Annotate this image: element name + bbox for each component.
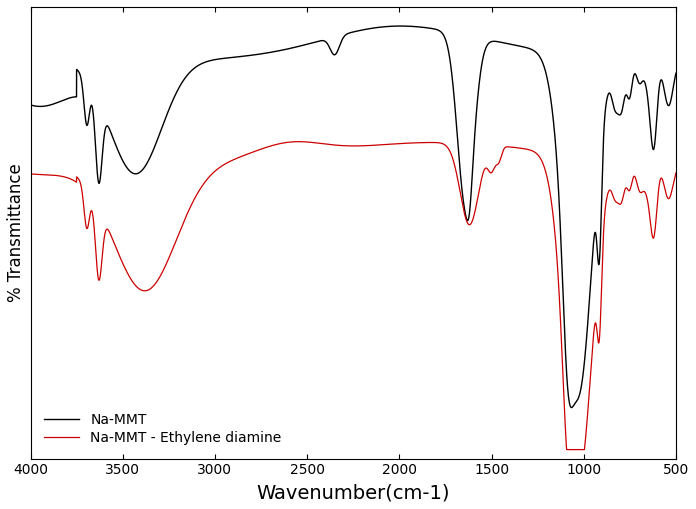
Na-MMT bbox=[196, 62, 204, 68]
Na-MMT bbox=[283, 46, 291, 52]
Na-MMT - Ethylene diamine bbox=[196, 187, 204, 193]
Na-MMT - Ethylene diamine bbox=[339, 143, 347, 149]
Na-MMT bbox=[396, 23, 404, 29]
Na-MMT bbox=[60, 97, 68, 103]
Na-MMT - Ethylene diamine bbox=[562, 446, 571, 453]
Na-MMT - Ethylene diamine bbox=[60, 174, 68, 180]
Na-MMT - Ethylene diamine bbox=[294, 138, 303, 145]
Na-MMT - Ethylene diamine bbox=[26, 171, 35, 177]
Na-MMT bbox=[339, 35, 347, 41]
Line: Na-MMT - Ethylene diamine: Na-MMT - Ethylene diamine bbox=[31, 142, 676, 449]
Na-MMT bbox=[463, 217, 471, 223]
Na-MMT bbox=[567, 405, 576, 411]
Na-MMT bbox=[26, 102, 35, 108]
Na-MMT - Ethylene diamine bbox=[270, 142, 278, 148]
Legend: Na-MMT, Na-MMT - Ethylene diamine: Na-MMT, Na-MMT - Ethylene diamine bbox=[38, 406, 288, 451]
Line: Na-MMT: Na-MMT bbox=[31, 26, 676, 408]
Na-MMT bbox=[672, 70, 680, 76]
Na-MMT - Ethylene diamine bbox=[463, 219, 471, 225]
Na-MMT bbox=[270, 49, 278, 55]
Na-MMT - Ethylene diamine bbox=[283, 139, 291, 146]
Na-MMT - Ethylene diamine bbox=[672, 170, 680, 176]
Y-axis label: % Transmittance: % Transmittance bbox=[7, 163, 25, 302]
X-axis label: Wavenumber(cm-1): Wavenumber(cm-1) bbox=[256, 483, 450, 502]
